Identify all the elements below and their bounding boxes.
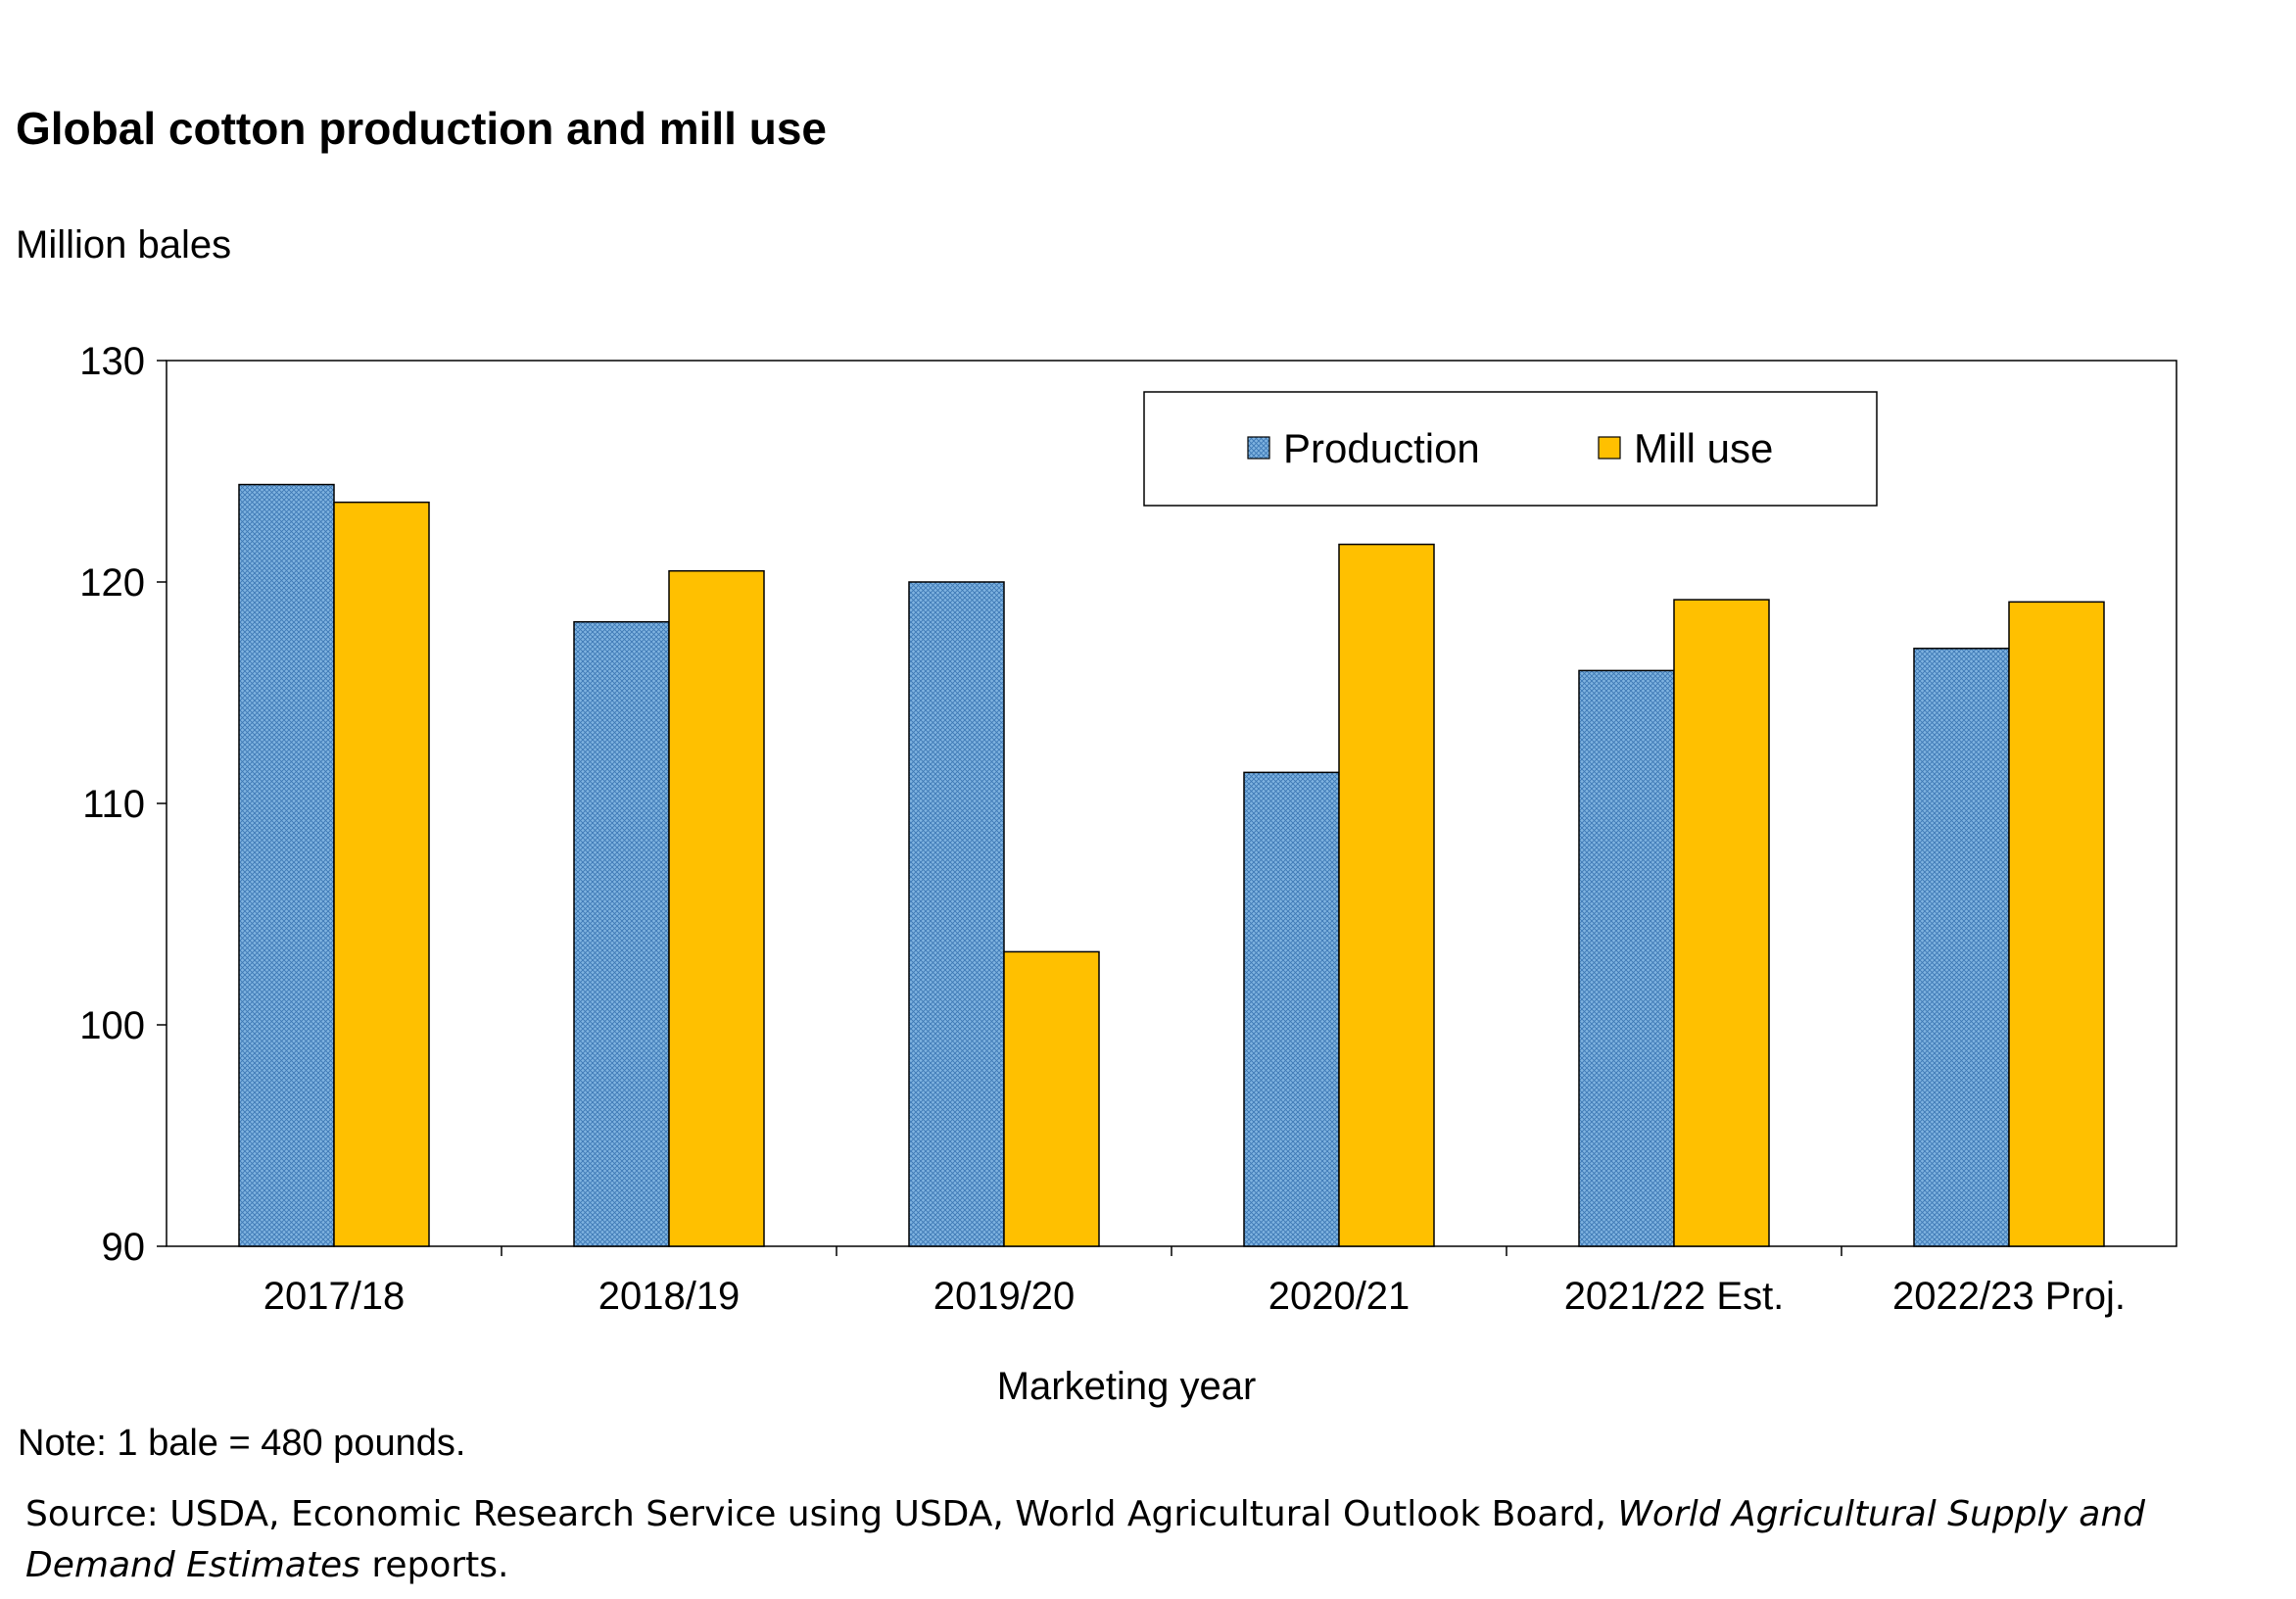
x-tick-label: 2018/19: [598, 1275, 741, 1318]
x-tick-label: 2017/18: [263, 1275, 406, 1318]
bar-production: [1578, 669, 1675, 1247]
source-prefix: Source: USDA, Economic Research Service …: [25, 1494, 1618, 1534]
x-tick-label: 2020/21: [1268, 1275, 1411, 1318]
note-text: Note: 1 bale = 480 pounds.: [18, 1423, 466, 1464]
chart-title: Global cotton production and mill use: [16, 103, 827, 154]
bar-mill-use: [1673, 599, 1770, 1247]
y-tick-label: 110: [82, 783, 145, 826]
bar-mill-use: [1003, 950, 1100, 1247]
bar-mill-use: [1338, 543, 1435, 1247]
bar-chart: 90 100 110 120 130 2017/18 2018/19 2019/20 2020/…: [79, 340, 2177, 1408]
source-italic: World Agricultural Supply and Demand Est…: [25, 1494, 2146, 1585]
bar-mill-use: [668, 569, 765, 1247]
x-axis-label: Marketing year: [997, 1365, 1257, 1408]
x-tick-label: 2022/23 Proj.: [1892, 1275, 2126, 1318]
y-tick-label: 130: [79, 340, 145, 383]
legend-swatch-production: [1247, 436, 1270, 460]
y-tick-label: 120: [79, 561, 145, 605]
bar-production: [1913, 648, 2010, 1247]
bar-mill-use: [2008, 601, 2105, 1247]
bar-production: [238, 483, 335, 1247]
legend-swatch-mill-use: [1598, 436, 1621, 460]
bar-production: [908, 581, 1005, 1247]
x-tick-label: 2021/22 Est.: [1564, 1275, 1785, 1318]
y-tick-label: 90: [102, 1226, 146, 1269]
bar-production: [573, 620, 670, 1247]
x-tick-label: 2019/20: [933, 1275, 1076, 1318]
legend-label: Production: [1283, 425, 1480, 471]
bar-mill-use: [333, 501, 430, 1247]
legend-label: Mill use: [1634, 425, 1773, 471]
source-suffix: reports.: [359, 1545, 509, 1585]
y-axis-label: Million bales: [16, 223, 232, 266]
bar-production: [1243, 771, 1340, 1247]
y-tick-label: 100: [79, 1004, 145, 1047]
source-text: Source: USDA, Economic Research Service …: [25, 1489, 2259, 1591]
